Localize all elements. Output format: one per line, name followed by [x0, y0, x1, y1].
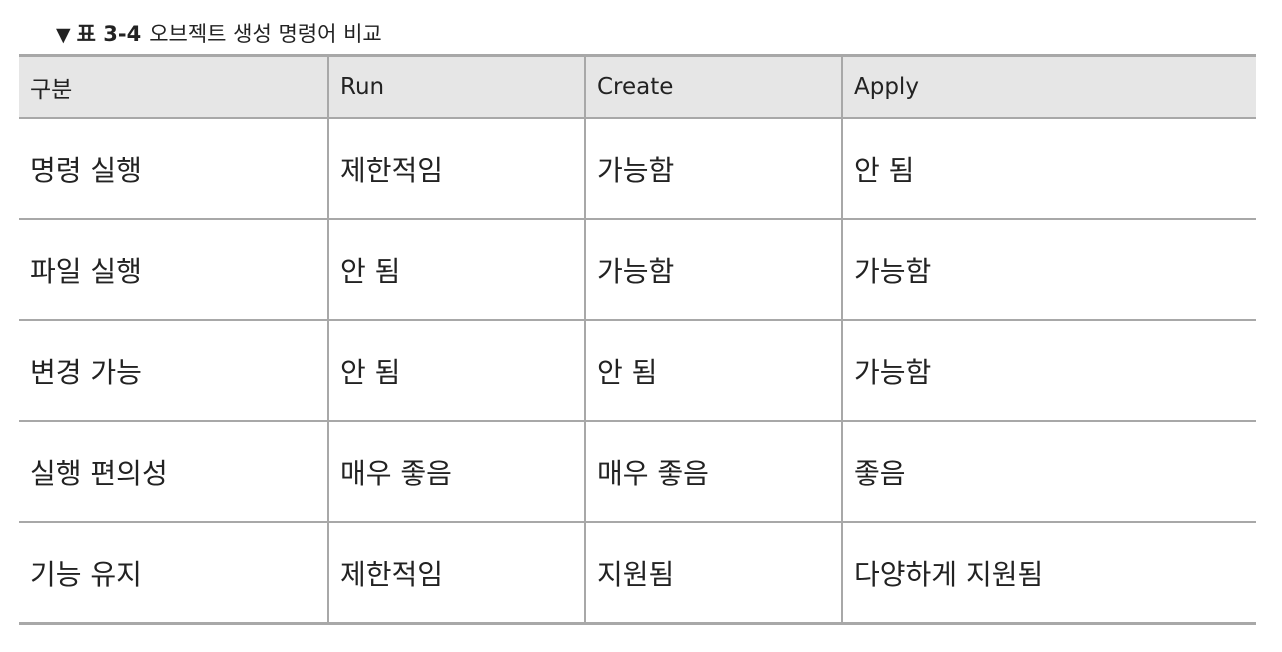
- table-row: 변경 가능 안 됨 안 됨 가능함: [19, 319, 1256, 421]
- cell-run: 안 됨: [327, 319, 585, 421]
- cell-create: 매우 좋음: [584, 420, 842, 522]
- cell-apply: 가능함: [841, 319, 1256, 421]
- cell-run: 제한적임: [327, 521, 585, 624]
- cell-create: 지원됨: [584, 521, 842, 624]
- cell-apply: 다양하게 지원됨: [841, 521, 1256, 624]
- table-row: 기능 유지 제한적임 지원됨 다양하게 지원됨: [19, 521, 1256, 624]
- table-row: 실행 편의성 매우 좋음 매우 좋음 좋음: [19, 420, 1256, 522]
- triangle-down-icon: ▼: [56, 24, 71, 46]
- table-title: 오브젝트 생성 명령어 비교: [149, 22, 382, 46]
- comparison-table: 구분 Run Create Apply 명령 실행 제한적임 가능함 안 됨 파…: [19, 54, 1256, 625]
- cell-run: 안 됨: [327, 218, 585, 320]
- cell-run: 매우 좋음: [327, 420, 585, 522]
- cell-run: 제한적임: [327, 118, 585, 219]
- table-header-row: 구분 Run Create Apply: [19, 55, 1256, 119]
- table-number: 표 3-4: [76, 22, 142, 46]
- cell-apply: 가능함: [841, 218, 1256, 320]
- table-caption: ▼ 표 3-4 오브젝트 생성 명령어 비교: [56, 18, 382, 50]
- cell-create: 가능함: [584, 218, 842, 320]
- table-row: 파일 실행 안 됨 가능함 가능함: [19, 218, 1256, 320]
- row-label: 기능 유지: [19, 521, 328, 624]
- cell-apply: 안 됨: [841, 118, 1256, 219]
- row-label: 명령 실행: [30, 153, 142, 187]
- row-label: 실행 편의성: [19, 420, 328, 522]
- row-label: 파일 실행: [19, 218, 328, 320]
- header-category: 구분: [19, 55, 328, 119]
- cell-create: 가능함: [584, 118, 842, 219]
- cell-apply: 좋음: [841, 420, 1256, 522]
- row-label: 변경 가능: [19, 319, 328, 421]
- table-row: 명령 실행 제한적임 가능함 안 됨: [19, 118, 1256, 219]
- header-run: Run: [327, 55, 585, 119]
- header-apply: Apply: [841, 55, 1256, 119]
- header-create: Create: [584, 55, 842, 119]
- cell-create: 안 됨: [584, 319, 842, 421]
